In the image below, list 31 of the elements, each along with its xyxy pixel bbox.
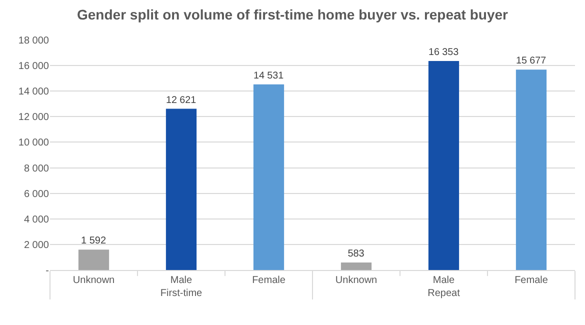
bar <box>516 70 547 270</box>
data-label: 15 677 <box>516 56 546 67</box>
data-label: 12 621 <box>166 94 196 106</box>
y-tick-label: 18 000 <box>18 36 50 46</box>
x-tick-label: Male <box>170 275 193 286</box>
y-tick-label: 12 000 <box>18 112 50 124</box>
bar <box>340 262 372 270</box>
y-tick-label: 8 000 <box>24 163 50 174</box>
text: Repeat <box>428 288 460 299</box>
data-label: 14 531 <box>253 70 284 82</box>
x-tick-label: Female <box>514 275 548 286</box>
x-tick-label: Female <box>252 275 286 286</box>
x-tick-label: Male <box>432 275 456 286</box>
y-tick-label: 10 000 <box>18 138 50 149</box>
x-tick-label: Unknown <box>335 275 378 286</box>
data-label: 16 353 <box>428 47 460 58</box>
data-label: 1 592 <box>81 236 106 247</box>
bar <box>253 84 284 270</box>
data-label: 583 <box>348 248 365 260</box>
bar <box>78 250 110 270</box>
y-tick-label: 4 000 <box>24 214 50 226</box>
bar <box>166 108 197 270</box>
y-tick-label: 6 000 <box>24 188 50 200</box>
x-tick-label: Unknown <box>72 275 115 286</box>
y-tick-label: 16 000 <box>18 61 50 72</box>
chart-title: Gender split on volume of first-time home buyer vs. repeat buyer <box>77 6 509 23</box>
y-tick-label: 14 000 <box>18 86 50 98</box>
y-tick-label: 2 000 <box>24 240 50 251</box>
text: First-time <box>160 288 203 299</box>
y-tick-label: - <box>46 266 49 276</box>
bar <box>428 61 460 270</box>
